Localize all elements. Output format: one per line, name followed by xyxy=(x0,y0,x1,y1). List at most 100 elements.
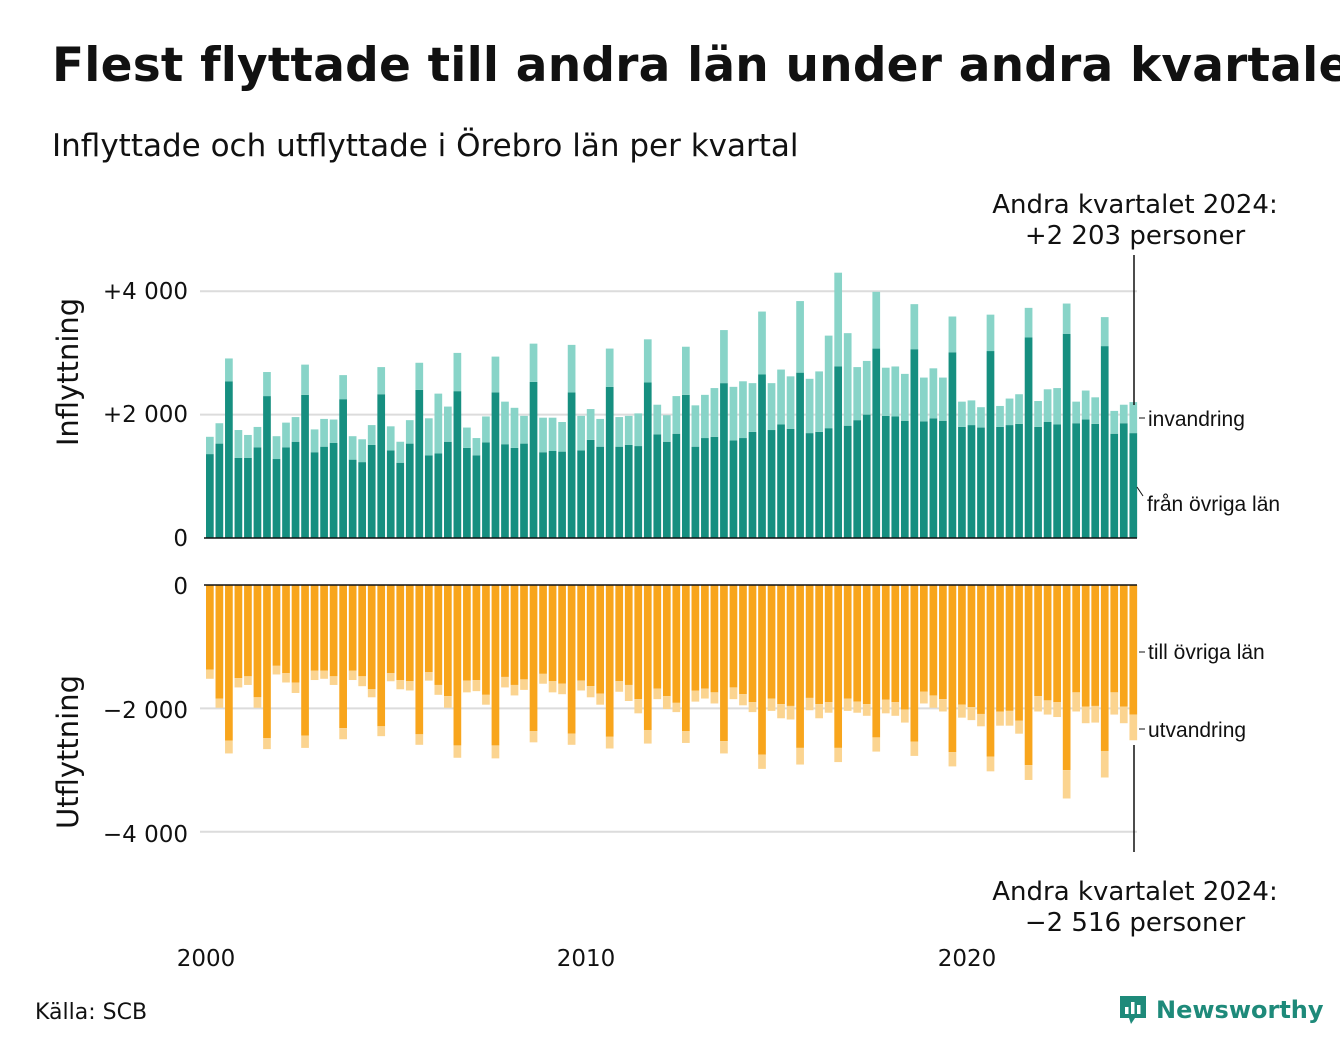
bar-outflow-emigration xyxy=(615,681,624,692)
y-axis-label-inflow: Inflyttning xyxy=(51,298,85,446)
bar-outflow-domestic xyxy=(1043,585,1052,701)
bar-outflow-emigration xyxy=(662,696,671,710)
bar-outflow-domestic xyxy=(653,585,662,689)
bar-outflow-domestic xyxy=(377,585,386,727)
bar-inflow-domestic xyxy=(881,415,890,538)
bar-outflow-emigration xyxy=(701,688,709,699)
bar-inflow-immigration xyxy=(206,436,214,455)
y-tick-outflow-0: 0 xyxy=(173,574,188,600)
bar-inflow-domestic xyxy=(643,382,652,538)
bar-outflow-domestic xyxy=(891,585,900,703)
bar-inflow-domestic xyxy=(748,431,757,538)
bar-inflow-domestic xyxy=(710,436,719,538)
bar-outflow-emigration xyxy=(767,698,776,711)
bar-inflow-immigration xyxy=(1043,389,1052,423)
bar-inflow-domestic xyxy=(967,425,976,538)
bar-outflow-emigration xyxy=(405,681,414,691)
bar-inflow-immigration xyxy=(729,386,738,441)
bar-inflow-domestic xyxy=(377,394,386,538)
bar-outflow-emigration xyxy=(672,702,681,713)
bar-outflow-emigration xyxy=(900,709,909,723)
bar-outflow-emigration xyxy=(777,704,785,719)
bar-outflow-emigration xyxy=(958,704,966,718)
bar-inflow-immigration xyxy=(662,415,671,442)
bar-outflow-domestic xyxy=(263,585,271,739)
bar-inflow-domestic xyxy=(263,396,271,538)
bar-inflow-domestic xyxy=(586,439,595,538)
bar-outflow-emigration xyxy=(824,702,833,713)
bar-inflow-domestic xyxy=(491,392,500,538)
bar-inflow-immigration xyxy=(996,405,1004,427)
bar-outflow-domestic xyxy=(577,585,585,681)
bar-outflow-emigration xyxy=(472,680,481,692)
bar-inflow-immigration xyxy=(920,377,928,422)
bar-inflow-domestic xyxy=(348,459,357,538)
bar-inflow-immigration xyxy=(1062,303,1071,334)
bar-outflow-domestic xyxy=(910,585,919,742)
segment-label-invandring: invandring xyxy=(1148,408,1245,431)
bar-outflow-domestic xyxy=(301,585,309,736)
bar-outflow-emigration xyxy=(234,678,243,688)
bar-outflow-domestic xyxy=(405,585,414,682)
bar-inflow-immigration xyxy=(843,333,852,426)
bar-outflow-domestic xyxy=(424,585,433,672)
bar-outflow-domestic xyxy=(320,585,328,671)
bar-inflow-domestic xyxy=(405,443,414,538)
bar-inflow-domestic xyxy=(529,381,538,538)
bar-inflow-immigration xyxy=(748,383,757,432)
bar-outflow-domestic xyxy=(234,585,243,679)
bar-outflow-domestic xyxy=(996,585,1004,712)
bar-inflow-domestic xyxy=(434,453,443,538)
bar-outflow-domestic xyxy=(786,585,795,706)
bar-inflow-immigration xyxy=(434,393,443,454)
bar-outflow-emigration xyxy=(1005,710,1014,726)
y-tick-outflow-minus-2000: −2 000 xyxy=(103,698,188,724)
bar-outflow-emigration xyxy=(920,691,928,704)
bar-outflow-domestic xyxy=(1119,585,1128,707)
bar-inflow-domestic xyxy=(291,441,300,538)
bar-outflow-domestic xyxy=(206,585,214,670)
bar-outflow-emigration xyxy=(596,693,605,705)
bar-outflow-domestic xyxy=(339,585,347,729)
bar-inflow-immigration xyxy=(605,348,614,387)
bar-inflow-domestic xyxy=(891,416,900,538)
bar-outflow-emigration xyxy=(643,729,652,744)
bar-inflow-immigration xyxy=(405,420,414,444)
bar-outflow-domestic xyxy=(967,585,976,708)
bar-inflow-immigration xyxy=(367,425,376,445)
bar-inflow-domestic xyxy=(900,420,909,538)
axes xyxy=(204,255,1137,852)
bar-outflow-emigration xyxy=(710,692,719,704)
bar-outflow-emigration xyxy=(929,695,938,708)
bar-outflow-domestic xyxy=(348,585,357,671)
y-tick-inflow-4000: +4 000 xyxy=(103,279,188,305)
annotation-outflow-line1: Andra kvartalet 2024: xyxy=(992,877,1277,907)
bar-outflow-domestic xyxy=(1091,585,1100,706)
bar-outflow-domestic xyxy=(586,585,595,687)
bar-outflow-domestic xyxy=(1062,585,1071,771)
bar-inflow-immigration xyxy=(1119,404,1128,424)
bar-inflow-domestic xyxy=(701,438,709,538)
bar-inflow-domestic xyxy=(539,452,547,538)
bar-outflow-emigration xyxy=(215,698,224,708)
annotation-inflow-line1: Andra kvartalet 2024: xyxy=(992,190,1277,220)
bar-outflow-domestic xyxy=(720,585,728,742)
bar-outflow-emigration xyxy=(358,676,367,687)
bar-inflow-domestic xyxy=(1005,425,1014,538)
bar-outflow-emigration xyxy=(482,694,490,705)
bar-outflow-domestic xyxy=(1034,585,1042,697)
bar-outflow-emigration xyxy=(291,682,300,693)
bar-inflow-immigration xyxy=(881,367,890,416)
y-axis-label-outflow: Utflyttning xyxy=(51,675,85,829)
bar-outflow-emigration xyxy=(862,704,871,716)
bar-outflow-domestic xyxy=(881,585,890,700)
bar-outflow-domestic xyxy=(605,585,614,737)
bar-inflow-domestic xyxy=(920,421,928,538)
bar-inflow-immigration xyxy=(1072,401,1081,424)
bar-outflow-emigration xyxy=(348,670,357,681)
bar-inflow-domestic xyxy=(367,444,376,538)
bar-outflow-emigration xyxy=(729,687,738,700)
bar-inflow-domestic xyxy=(729,440,738,538)
bar-outflow-domestic xyxy=(767,585,776,699)
